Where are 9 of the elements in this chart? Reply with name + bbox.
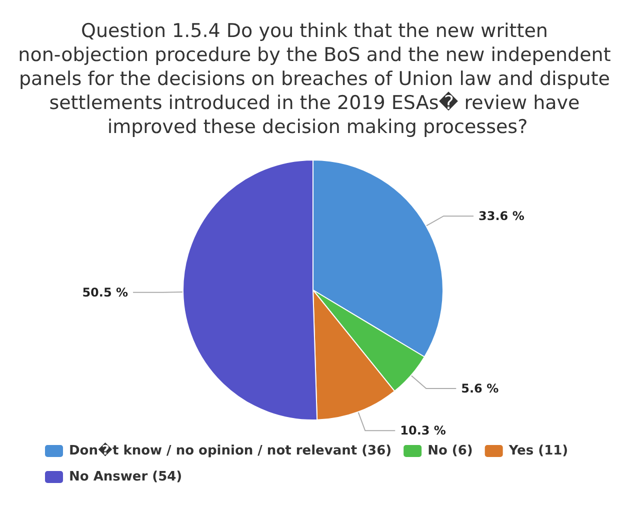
chart-title: Question 1.5.4 Do you think that the new written non-objection procedure by the BoS and the new independent panels for the decisions on breaches of Union law and dispute settlements introduced in the 2019 ESAs� review have improved these decision making processes? — [18, 20, 617, 138]
legend-label: No (6) — [428, 444, 473, 458]
data-label: 10.3 % — [400, 424, 446, 438]
data-label: 33.6 % — [478, 209, 524, 224]
legend-label: Don�t know / no opinion / not relevant (36) — [69, 442, 392, 458]
legend-label: No Answer (54) — [69, 470, 182, 484]
legend-label: Yes (11) — [508, 444, 568, 458]
data-label: 5.6 % — [461, 381, 499, 396]
data-label: 50.5 % — [82, 285, 128, 300]
